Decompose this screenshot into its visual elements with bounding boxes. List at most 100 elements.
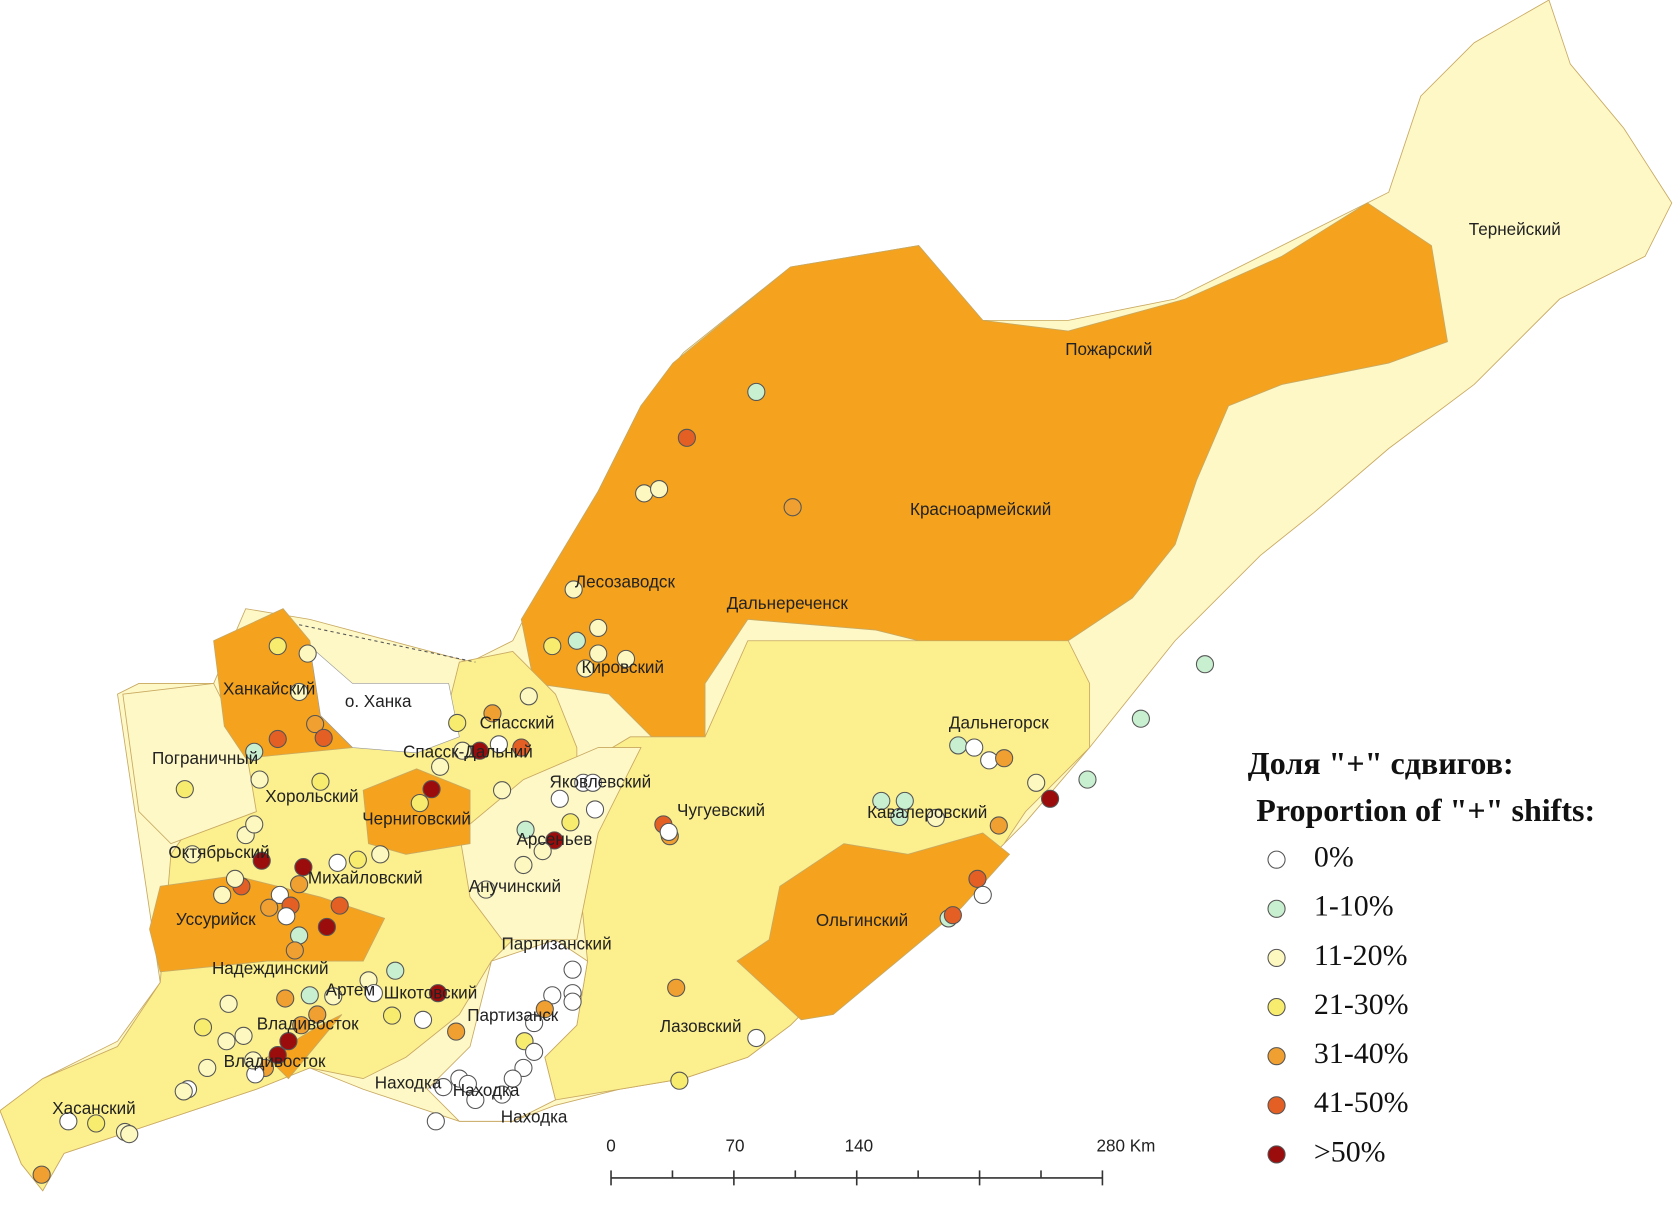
region-label: Кировский: [582, 658, 664, 677]
region-label: Дальнегорск: [949, 714, 1049, 733]
sample-point: [1078, 770, 1097, 789]
region-label: Тернейский: [1469, 220, 1561, 239]
sample-point: [386, 961, 405, 980]
sample-point: [434, 1078, 453, 1097]
scale-label: 140: [845, 1136, 874, 1155]
sample-point: [183, 845, 202, 864]
sample-point: [308, 1005, 327, 1024]
sample-point: [872, 791, 891, 811]
sample-point: [543, 637, 562, 656]
sample-point: [576, 659, 595, 678]
sample-point: [300, 986, 319, 1005]
sample-point: [585, 800, 605, 819]
region-label: Чугуевский: [677, 801, 765, 820]
region-labels: Тернейский Пожарский Красноармейский Лесоза…: [52, 220, 1561, 1126]
sample-point: [589, 618, 608, 638]
sample-point: [447, 1022, 466, 1041]
sample-point: [980, 751, 999, 770]
sample-point: [422, 780, 441, 799]
sample-point: [294, 858, 313, 877]
sample-point: [268, 637, 287, 656]
region-label: Анучинский: [469, 877, 561, 896]
sample-point: [550, 789, 569, 808]
region-label: Яковлевский: [550, 772, 652, 791]
sample-point: [973, 885, 992, 904]
region-label: Спасск-Дальний: [403, 742, 533, 761]
sample-point: [245, 742, 264, 761]
sample-point: [564, 580, 583, 599]
region-label: Находка: [453, 1081, 520, 1100]
sample-point: [949, 736, 968, 755]
sample-point: [279, 1032, 298, 1051]
sample-point: [32, 1165, 51, 1184]
sample-point: [348, 850, 367, 869]
sample-point: [314, 728, 333, 747]
sample-point: [483, 704, 502, 723]
sample-point: [285, 941, 304, 960]
sample-point: [217, 1032, 236, 1051]
legend-swatch: [1267, 899, 1286, 918]
sample-point: [292, 1016, 311, 1035]
sample-point: [525, 1013, 544, 1033]
sample-point: [589, 644, 608, 663]
legend-swatch: [1267, 1145, 1286, 1164]
sample-point: [492, 781, 512, 800]
sample-point: [277, 907, 296, 926]
legend-label: >50%: [1314, 1135, 1386, 1168]
region-label: Партизанск: [467, 1006, 559, 1025]
sample-point: [561, 813, 580, 832]
sample-point: [995, 749, 1014, 768]
legend-title: Доля "+" сдвигов:: [1248, 745, 1514, 781]
sample-point: [426, 1112, 445, 1131]
region-label: Октябрьский: [168, 843, 269, 862]
region-label: Находка: [501, 1108, 568, 1127]
sample-point: [198, 1058, 217, 1077]
region-ussuriysk: [149, 875, 386, 973]
sample-point: [234, 1026, 253, 1045]
sample-point: [120, 1125, 139, 1144]
sample-point: [317, 917, 336, 937]
sample-point: [890, 807, 909, 827]
region-label: Пожарский: [1065, 340, 1152, 359]
sample-point: [583, 773, 602, 792]
legend-swatch: [1267, 1096, 1286, 1115]
sample-point: [533, 842, 552, 861]
sample-point: [260, 898, 279, 917]
sample-point: [410, 793, 429, 813]
sample-point: [448, 713, 467, 733]
sample-point: [747, 1028, 766, 1048]
sample-point: [635, 484, 654, 503]
sample-point: [431, 757, 450, 776]
sample-point: [458, 1074, 477, 1093]
region-label: Красноармейский: [910, 500, 1051, 519]
region-label: о. Ханка: [345, 692, 412, 711]
sample-point: [298, 644, 317, 663]
scale-bar: 0 70 140 280 Km: [606, 1136, 1155, 1186]
region-label: Ханкайский: [223, 679, 315, 698]
legend: Доля "+" сдвигов: Proportion of "+" shift…: [1248, 745, 1595, 1168]
sample-point: [543, 986, 562, 1005]
sample-point: [213, 885, 232, 904]
sample-point: [193, 1018, 213, 1037]
region-label: Надеждинский: [212, 959, 329, 978]
region-chernigovsky: [362, 768, 471, 855]
region-label: Находка: [375, 1073, 442, 1092]
sample-point: [514, 855, 533, 875]
sample-point: [563, 960, 582, 979]
sample-point: [290, 682, 309, 702]
sample-point: [489, 735, 508, 754]
sample-point: [965, 738, 984, 757]
legend-title: Proportion of "+" shifts:: [1256, 792, 1595, 828]
sample-point: [503, 1069, 522, 1088]
region-label: Партизанский: [501, 935, 611, 954]
sample-point: [290, 926, 309, 945]
sample-point: [252, 851, 271, 870]
legend-swatch: [1267, 948, 1286, 967]
legend-label: 31-40%: [1314, 1037, 1409, 1070]
sample-point: [667, 978, 686, 997]
sample-point: [244, 1051, 263, 1070]
sample-point: [1131, 709, 1150, 728]
region-label: Владивосток: [224, 1052, 326, 1071]
legend-label: 41-50%: [1314, 1086, 1409, 1119]
scale-label: 280 Km: [1096, 1136, 1155, 1155]
